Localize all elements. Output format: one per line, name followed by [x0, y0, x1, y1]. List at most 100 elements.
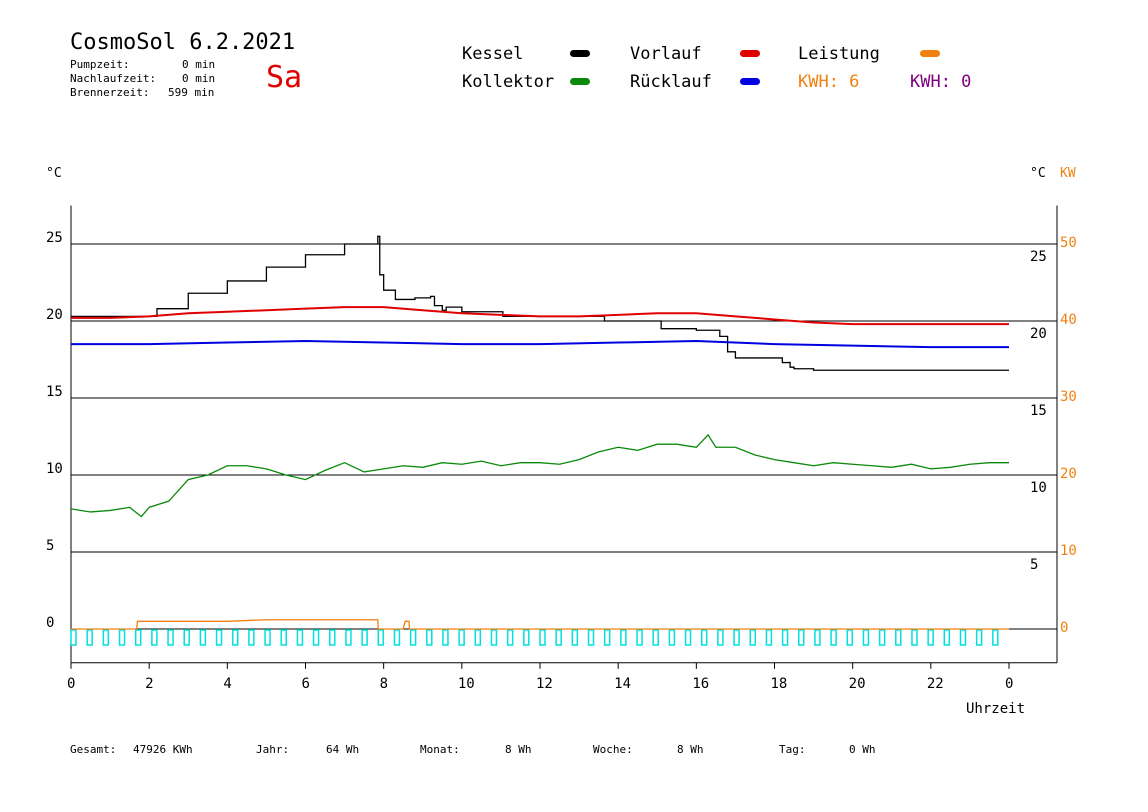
- legend-kwh-solar: KWH: 6: [798, 72, 860, 92]
- status-bar: [668, 629, 676, 646]
- status-bar: [118, 629, 126, 646]
- y-right2-unit: KW: [1060, 166, 1076, 181]
- legend-leistung-swatch: [920, 50, 940, 57]
- status-bar: [523, 629, 530, 646]
- status-bar: [506, 629, 514, 646]
- series-kollektor-line: [70, 433, 1009, 518]
- y-right-tick-label: 15: [1030, 403, 1047, 419]
- y-right2-tick-label: 50: [1060, 235, 1077, 251]
- pumpzeit-value: 0 min: [182, 58, 216, 71]
- status-bar: [603, 629, 611, 646]
- status-bar: [361, 629, 368, 646]
- legend-kwh-other: KWH: 0: [910, 72, 972, 92]
- y-right2-tick-label: 30: [1060, 389, 1077, 405]
- status-bar: [296, 629, 304, 646]
- x-tick-label: 16: [692, 676, 709, 692]
- cyan-bars: [70, 629, 999, 646]
- status-bar: [442, 629, 449, 646]
- status-bar: [312, 629, 320, 646]
- status-bar: [345, 629, 352, 646]
- status-bar: [571, 629, 579, 646]
- y-right-tick-label: 20: [1030, 326, 1047, 342]
- legend-ruecklauf-label: Rücklauf: [630, 72, 712, 92]
- legend-kessel-swatch: [570, 50, 590, 57]
- footer-woche-value: 8 Wh: [677, 743, 704, 756]
- status-bar: [474, 629, 482, 646]
- status-bar: [895, 629, 902, 646]
- footer-tag-label: Tag:: [779, 743, 806, 756]
- status-bar: [814, 629, 821, 646]
- nachlauf-value: 0 min: [182, 72, 216, 85]
- status-bar: [167, 629, 174, 646]
- legend-kollektor-label: Kollektor: [462, 72, 555, 92]
- y-left-tick-label: 25: [46, 230, 63, 246]
- status-bar: [134, 629, 142, 646]
- status-bar: [992, 629, 999, 646]
- footer-jahr-value: 64 Wh: [326, 743, 360, 756]
- status-bar: [959, 629, 967, 646]
- x-tick-label: 4: [223, 676, 231, 692]
- status-bar: [862, 629, 870, 646]
- x-tick-label: 10: [458, 676, 475, 692]
- status-bar: [151, 629, 158, 646]
- nachlauf-label: Nachlaufzeit:: [70, 72, 157, 85]
- status-bar: [231, 629, 239, 646]
- status-bar: [846, 629, 854, 646]
- status-bar: [943, 629, 951, 646]
- status-bar: [248, 629, 255, 646]
- y-right-unit: °C: [1030, 166, 1046, 181]
- x-tick-label: 8: [380, 676, 388, 692]
- brenner-value: 599 min: [168, 86, 215, 99]
- y-left-unit: °C: [46, 166, 62, 181]
- legend-kollektor-swatch: [570, 78, 590, 85]
- status-bar: [733, 629, 740, 646]
- footer-tag-value: 0 Wh: [849, 743, 876, 756]
- status-bar: [620, 629, 627, 646]
- status-bar: [199, 629, 207, 646]
- status-bar: [280, 629, 287, 646]
- status-bar: [329, 629, 336, 646]
- y-right2-tick-label: 40: [1060, 312, 1077, 328]
- y-right-tick-label: 10: [1030, 480, 1047, 496]
- y-right2-tick-label: 10: [1060, 543, 1077, 559]
- legend-ruecklauf-swatch: [740, 78, 760, 85]
- status-bar: [975, 629, 983, 646]
- x-tick-label: 12: [536, 676, 553, 692]
- brenner-label: Brennerzeit:: [70, 86, 150, 99]
- status-bar: [927, 629, 934, 646]
- x-tick-label: 6: [302, 676, 310, 692]
- y-left-tick-label: 5: [46, 538, 54, 554]
- chart-grid: [71, 243, 1057, 630]
- status-bar: [377, 629, 385, 646]
- footer-jahr-label: Jahr:: [256, 743, 290, 756]
- status-bar: [749, 629, 756, 646]
- status-bar: [555, 629, 562, 646]
- status-bar: [700, 629, 708, 646]
- status-bar: [798, 629, 805, 646]
- status-bar: [878, 629, 886, 646]
- pumpzeit-label: Pumpzeit:: [70, 58, 130, 71]
- y-left-tick-label: 10: [46, 461, 63, 477]
- footer-woche-label: Woche:: [593, 743, 633, 756]
- status-bar: [636, 629, 643, 646]
- day-of-week: Sa: [266, 60, 303, 95]
- status-bar: [539, 629, 546, 646]
- series-vorlauf-line: [71, 306, 1009, 326]
- status-bar: [102, 629, 110, 646]
- y-left-tick-label: 0: [46, 615, 54, 631]
- x-tick-label: 2: [145, 676, 153, 692]
- legend-kessel-label: Kessel: [462, 44, 524, 64]
- y-right2-tick-label: 20: [1060, 466, 1077, 482]
- status-bar: [911, 629, 918, 646]
- chart-series: [70, 235, 1009, 630]
- status-bar: [264, 629, 271, 646]
- y-right-tick-label: 25: [1030, 249, 1047, 265]
- footer-monat-label: Monat:: [420, 743, 460, 756]
- status-bar: [183, 629, 190, 646]
- status-bar: [684, 629, 692, 646]
- status-bar: [830, 629, 837, 646]
- series-kessel-line: [71, 235, 1009, 371]
- status-bar: [426, 629, 433, 646]
- footer-gesamt-value: 47926 KWh: [133, 743, 193, 756]
- status-bar: [765, 629, 773, 646]
